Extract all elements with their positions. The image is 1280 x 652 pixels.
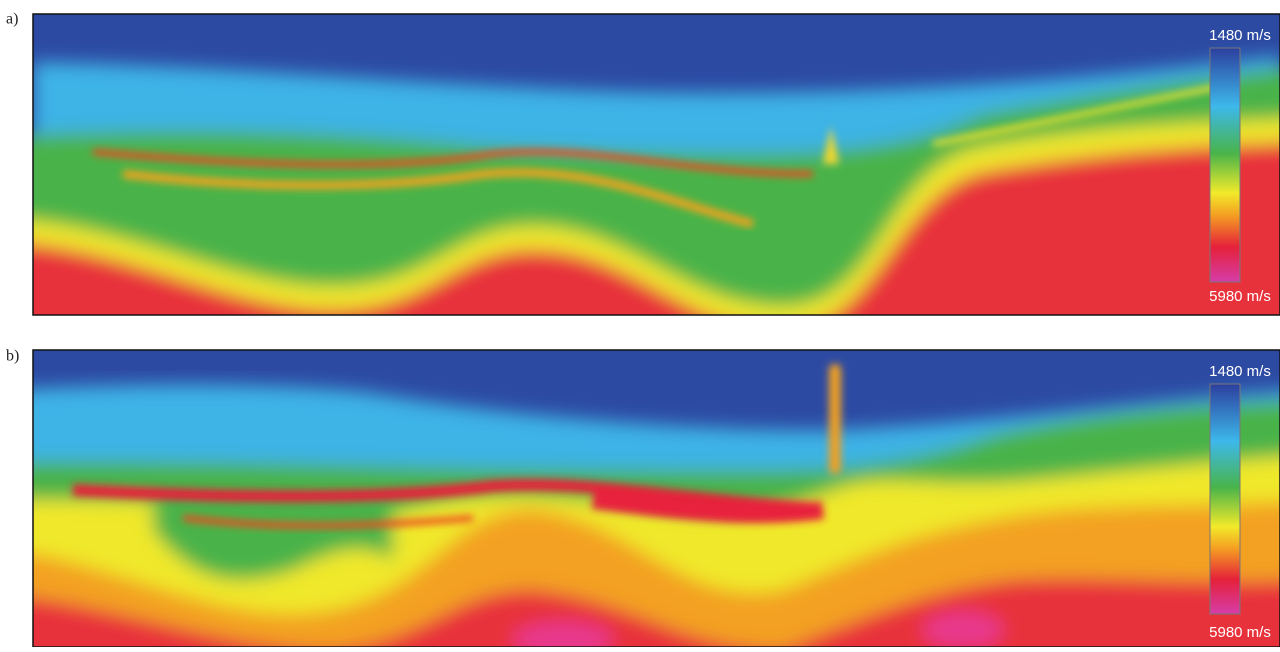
velocity-model: [13, 14, 1280, 335]
panel-label: b): [6, 348, 19, 365]
colorbar-min: 5980 m/s: [1209, 288, 1271, 305]
colorbar-max: 1480 m/s: [1209, 363, 1271, 380]
figure: a) 1480 m/s 5980 m/s b): [0, 0, 1280, 647]
colorbar: [1210, 384, 1240, 614]
panel-label: a): [6, 11, 18, 28]
colorbar: [1210, 48, 1240, 282]
colorbar-min: 5980 m/s: [1209, 624, 1271, 641]
velocity-model: [13, 350, 1280, 647]
colorbar-max: 1480 m/s: [1209, 27, 1271, 44]
